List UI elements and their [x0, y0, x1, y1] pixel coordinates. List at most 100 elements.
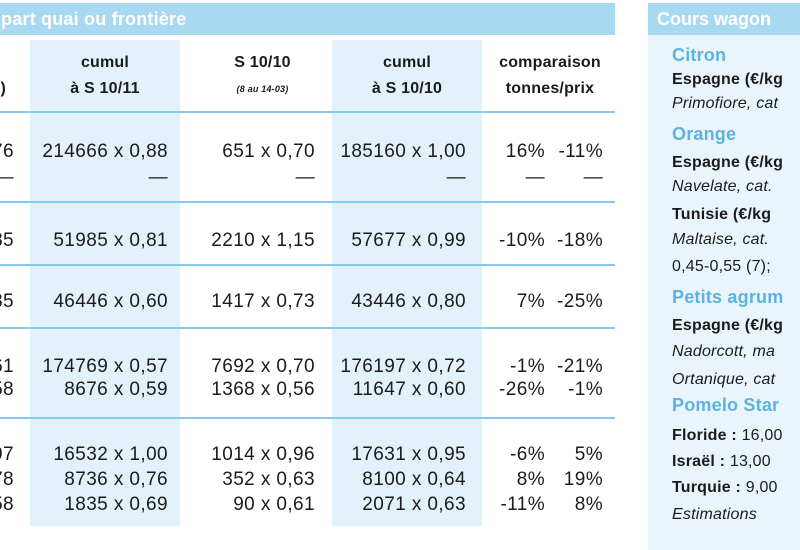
cell-s10-10: 1368 x 0,56: [211, 379, 315, 400]
cell-cumul-s10-11: 51985 x 0,81: [53, 230, 168, 251]
row-divider: [0, 111, 615, 113]
cell-comparaison-prix: -1%: [568, 379, 603, 400]
section-heading-citron: Citron: [672, 45, 727, 65]
cell-comparaison-prix: -11%: [558, 141, 603, 162]
col-header-line2: à S 10/10: [371, 80, 443, 97]
table-row: 78 8736 x 0,76 352 x 0,63 8100 x 0,64 8%…: [0, 468, 615, 492]
cell-comparaison-prix: -21%: [557, 356, 603, 377]
cell-cumul-s10-11: 174769 x 0,57: [42, 356, 168, 377]
panel-background: [648, 3, 800, 550]
table-row: 76 214666 x 0,88 651 x 0,70 185160 x 1,0…: [0, 140, 615, 164]
cell-cut-column: 97: [0, 444, 14, 465]
row-divider: [0, 327, 615, 329]
cell-s10-10: —: [295, 167, 315, 188]
cell-comparaison-prix: 5%: [574, 444, 603, 465]
table-row: — — — — — —: [0, 166, 615, 190]
col-header-line1: cumul: [80, 54, 130, 71]
col-header-cumul-s10-10: cumul à S 10/10: [332, 50, 482, 102]
price-value: 9,00: [745, 479, 778, 496]
cell-cut-column: 58: [0, 379, 14, 400]
origin-line: Espagne (€/kg: [672, 317, 784, 334]
table-row: 85 51985 x 0,81 2210 x 1,15 57677 x 0,99…: [0, 229, 615, 253]
variety-line: Primofiore, cat: [672, 95, 779, 112]
cell-cumul-s10-11: 1835 x 0,69: [64, 494, 168, 515]
wagon-prices-panel: Cours wagon Citron Espagne (€/kg Primofi…: [648, 0, 800, 550]
row-divider: [0, 264, 615, 266]
col-header-s10-10: S 10/10 (8 au 14-03): [190, 50, 335, 102]
cell-comparaison-prix: 19%: [563, 469, 603, 490]
cell-cut-column: 58: [0, 494, 14, 515]
price-line: 0,45-0,55 (7);: [672, 258, 771, 275]
table-title: part quai ou frontière: [1, 9, 187, 29]
origin-label: Floride :: [672, 427, 737, 444]
price-line-turquie: Turquie : 9,00: [672, 477, 778, 499]
cell-cumul-s10-11: 16532 x 1,00: [53, 444, 168, 465]
cell-comparaison-tonnes: -11%: [500, 494, 545, 515]
cell-cut-column: 78: [0, 469, 14, 490]
cell-cumul-s10-10: 11647 x 0,60: [352, 379, 466, 400]
table-row: 58 1835 x 0,69 90 x 0,61 2071 x 0,63 -11…: [0, 493, 615, 517]
cell-comparaison-tonnes: 16%: [505, 141, 545, 162]
cell-cumul-s10-11: 8676 x 0,59: [64, 379, 168, 400]
cell-comparaison-prix: -25%: [557, 291, 603, 312]
cell-s10-10: 1417 x 0,73: [211, 291, 315, 312]
origin-line: Espagne (€/kg: [672, 154, 784, 171]
cell-cumul-s10-10: —: [446, 167, 466, 188]
cell-cumul-s10-10: 185160 x 1,00: [340, 141, 466, 162]
cell-cut-column: 76: [0, 141, 14, 162]
cell-cut-column: 85: [0, 230, 14, 251]
cell-comparaison-tonnes: 7%: [516, 291, 545, 312]
cell-cumul-s10-10: 43446 x 0,80: [351, 291, 466, 312]
cell-cut-column: 35: [0, 291, 14, 312]
panel-title: Cours wagon: [657, 9, 772, 29]
cell-s10-10: 651 x 0,70: [222, 141, 315, 162]
estimations-note: Estimations: [672, 506, 757, 523]
cell-comparaison-prix: -18%: [557, 230, 603, 251]
cell-comparaison-tonnes: -1%: [510, 356, 545, 377]
cell-s10-10: 90 x 0,61: [233, 494, 315, 515]
cell-s10-10: 352 x 0,63: [222, 469, 315, 490]
shipment-table: part quai ou frontière ) cumul à S 10/11…: [0, 3, 615, 526]
table-row: 58 8676 x 0,59 1368 x 0,56 11647 x 0,60 …: [0, 378, 615, 402]
col-header-cut-text: ): [0, 80, 6, 97]
table-row: 97 16532 x 1,00 1014 x 0,96 17631 x 0,95…: [0, 443, 615, 467]
cell-cumul-s10-10: 57677 x 0,99: [351, 230, 466, 251]
cell-comparaison-prix: —: [583, 167, 603, 188]
price-value: 16,00: [741, 427, 783, 444]
section-heading-orange: Orange: [672, 124, 737, 144]
price-line-floride: Floride : 16,00: [672, 425, 783, 447]
cell-cumul-s10-11: 214666 x 0,88: [42, 141, 168, 162]
cell-cumul-s10-10: 2071 x 0,63: [362, 494, 466, 515]
col-header-line1: comparaison: [499, 54, 601, 71]
col-header-comparaison: comparaison tonnes/prix: [485, 50, 615, 102]
variety-line: Nadorcott, ma: [672, 343, 776, 360]
shaded-column-cumul-s10-10: [332, 40, 482, 526]
cell-cumul-s10-10: 17631 x 0,95: [351, 444, 466, 465]
origin-line: Tunisie (€/kg: [672, 206, 772, 223]
cell-s10-10: 7692 x 0,70: [211, 356, 315, 377]
cell-comparaison-tonnes: 8%: [516, 469, 545, 490]
cell-cumul-s10-11: 8736 x 0,76: [64, 469, 168, 490]
cell-s10-10: 1014 x 0,96: [211, 444, 315, 465]
col-header-line2: à S 10/11: [70, 80, 140, 97]
col-header-cumul-s10-11: cumul à S 10/11: [30, 50, 180, 102]
cell-comparaison-tonnes: -26%: [499, 379, 545, 400]
col-header-line2: tonnes/prix: [505, 80, 595, 97]
col-header-line1: cumul: [382, 54, 432, 71]
cell-cumul-s10-11: —: [148, 167, 168, 188]
cell-cumul-s10-11: 46446 x 0,60: [53, 291, 168, 312]
cell-comparaison-prix: 8%: [574, 494, 603, 515]
table-row: 35 46446 x 0,60 1417 x 0,73 43446 x 0,80…: [0, 290, 615, 314]
col-header-cut: ): [0, 50, 6, 102]
variety-line: Maltaise, cat.: [672, 231, 770, 248]
col-header-line1: S 10/10: [234, 54, 291, 71]
cell-cumul-s10-10: 176197 x 0,72: [340, 356, 466, 377]
shaded-column-cumul-s10-11: [30, 40, 180, 526]
cell-comparaison-tonnes: -10%: [499, 230, 545, 251]
price-value: 13,00: [729, 453, 771, 470]
variety-line: Navelate, cat.: [672, 178, 773, 195]
row-divider: [0, 201, 615, 203]
row-divider: [0, 417, 615, 419]
table-row: 61 174769 x 0,57 7692 x 0,70 176197 x 0,…: [0, 355, 615, 379]
origin-label: Turquie :: [672, 479, 742, 496]
